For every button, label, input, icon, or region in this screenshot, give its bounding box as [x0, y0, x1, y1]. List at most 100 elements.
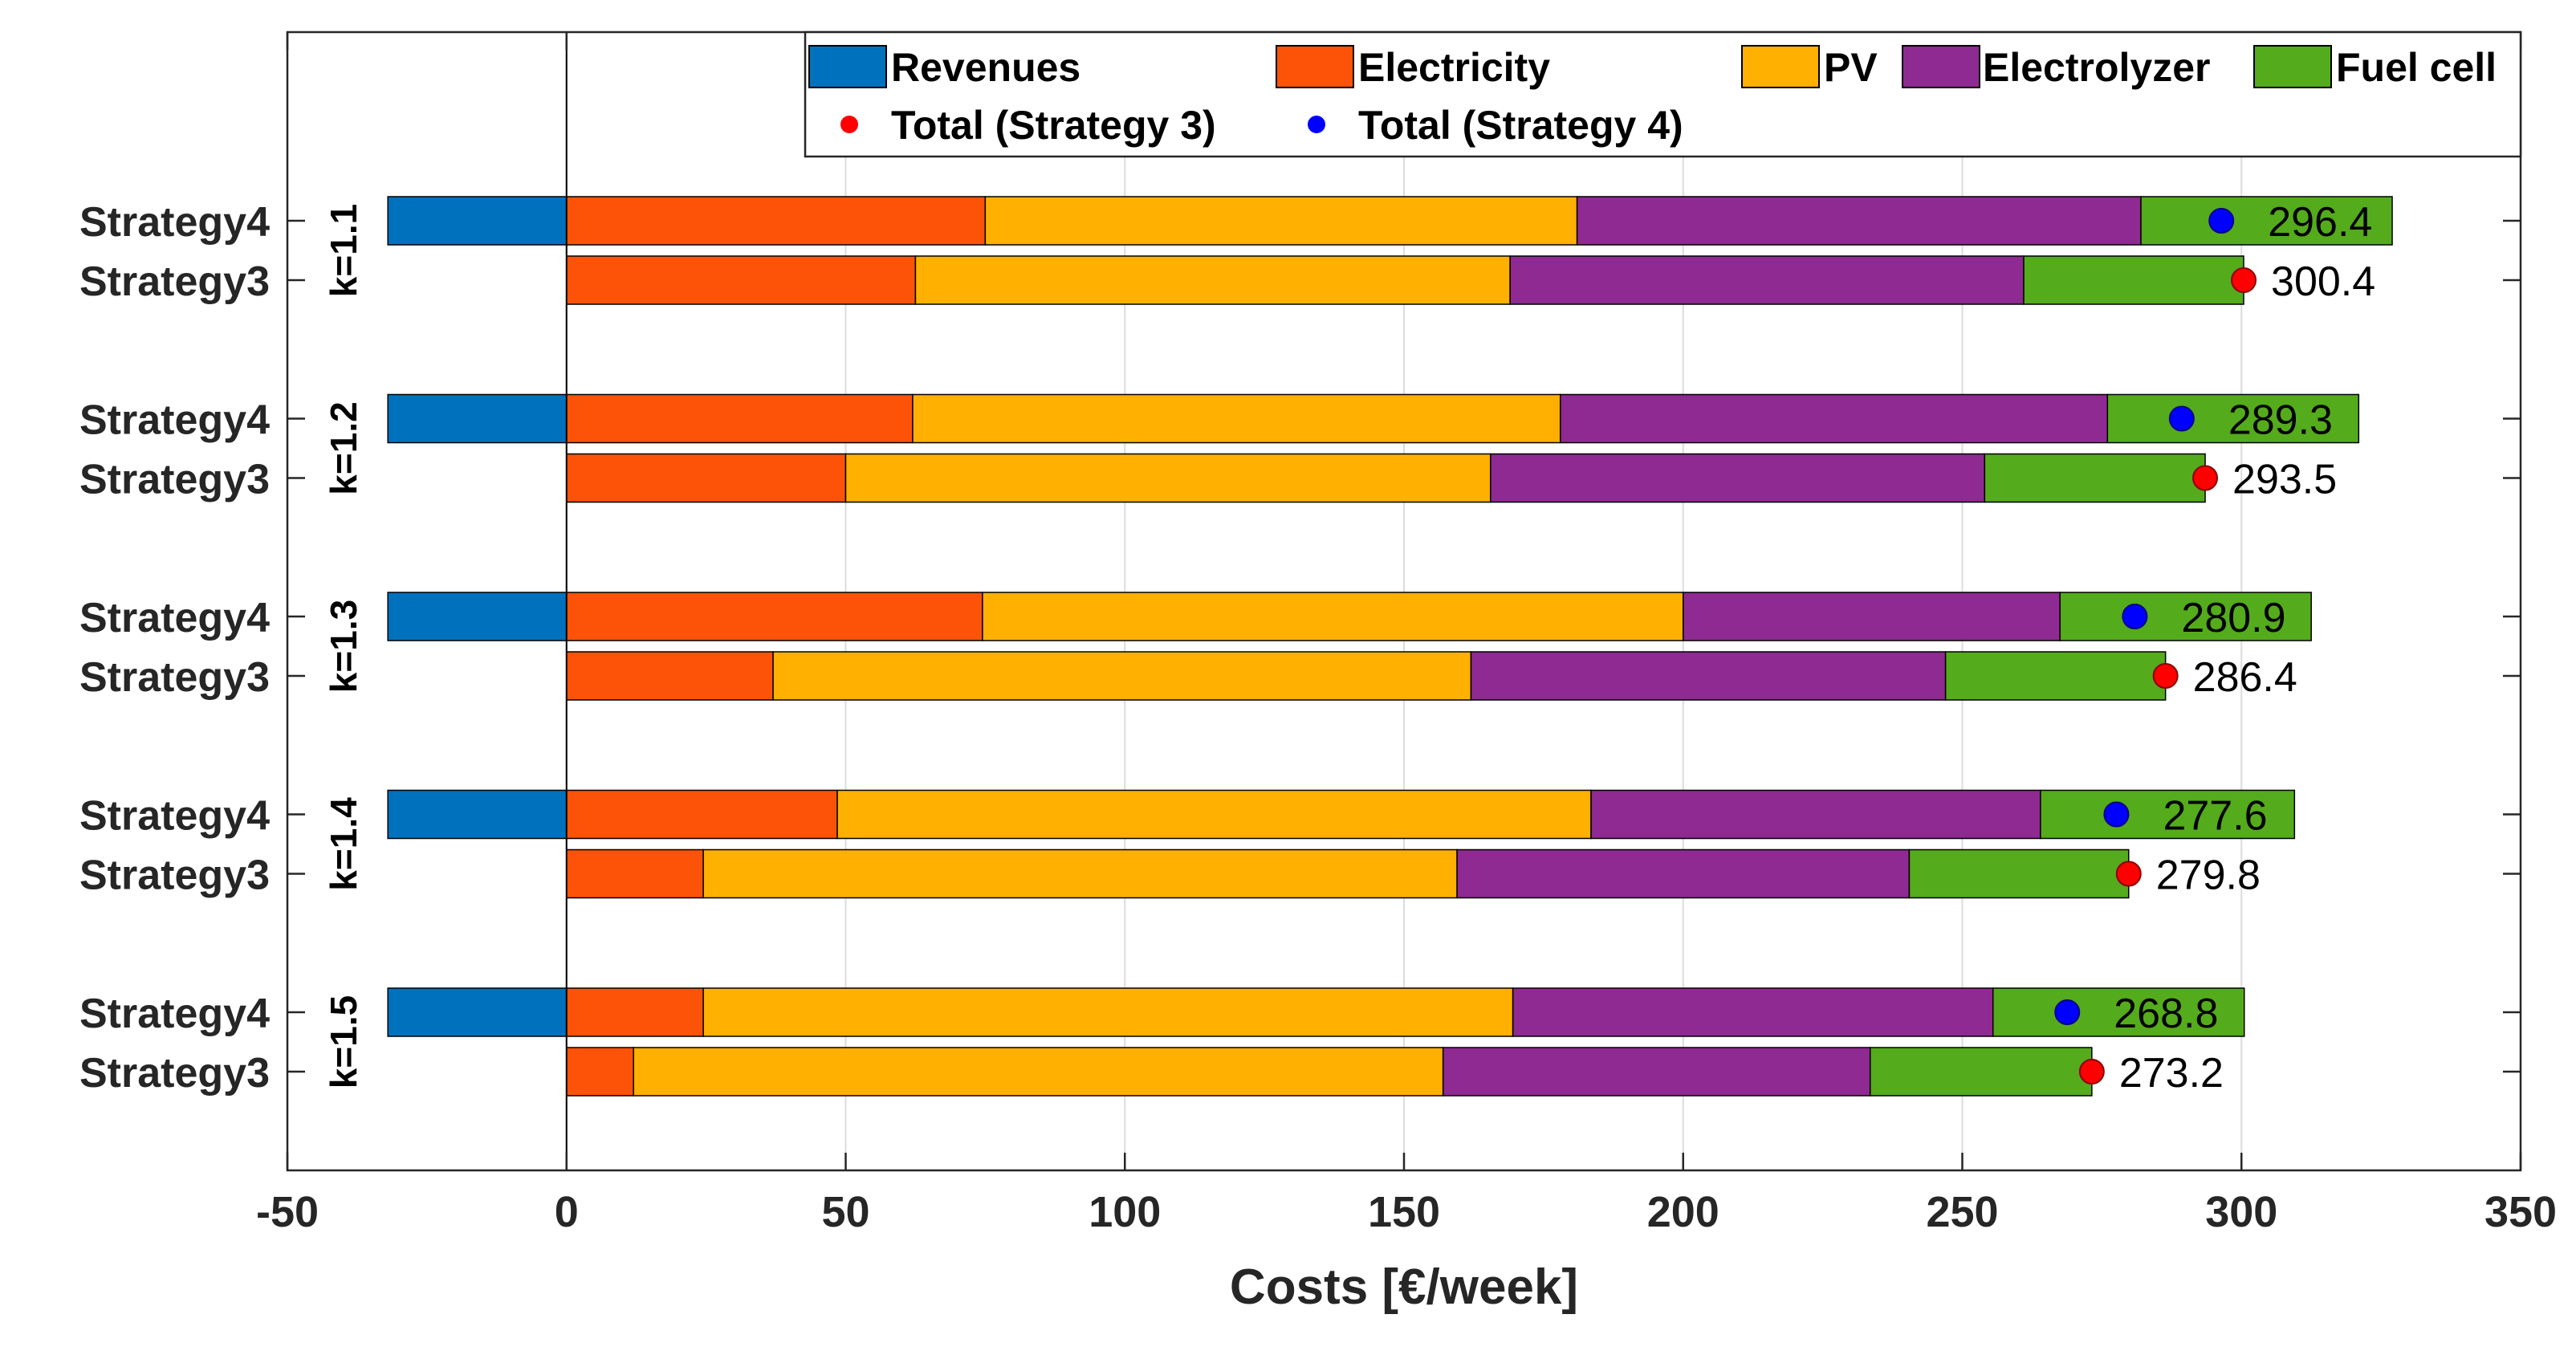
bar-electricity — [566, 848, 704, 899]
total-marker-strategy3 — [2115, 861, 2142, 887]
category-label-strategy3: Strategy3 — [79, 654, 270, 701]
bar-pv — [702, 987, 1514, 1037]
total-marker-strategy4 — [2168, 405, 2195, 432]
bar-electrolyzer — [1456, 848, 1911, 899]
legend: Revenues Electricity PV Electrolyzer Fuel ce… — [804, 31, 2522, 158]
x-tick-label: 100 — [1089, 1188, 1161, 1236]
x-tick-label: 300 — [2205, 1188, 2277, 1236]
bar-electricity — [566, 196, 987, 246]
group-labels: k=1.1 k=1.2 k=1.3 k=1.4 k=1.5 — [323, 204, 364, 1088]
total-value-label: 286.4 — [2193, 654, 2297, 701]
legend-marker-total — [840, 116, 858, 133]
bar-electricity — [566, 1047, 634, 1097]
bar-electricity — [566, 987, 704, 1037]
x-tick-label: 350 — [2484, 1188, 2557, 1236]
total-marker-strategy3 — [2231, 267, 2257, 293]
x-tick-label: 250 — [1926, 1188, 1998, 1236]
group-label: k=1.1 — [323, 204, 364, 297]
bar-fuel-cell — [2023, 255, 2244, 305]
bar-pv — [633, 1047, 1444, 1097]
bar-electricity — [566, 453, 847, 503]
x-tick-labels: -50 0 50 100 150 200 250 300 350 — [256, 1188, 2557, 1236]
bar-pv — [836, 789, 1592, 840]
bar-fuel-cell — [1984, 453, 2206, 503]
x-tick-label: 0 — [555, 1188, 579, 1236]
bar-pv — [772, 651, 1472, 701]
legend-swatch-electrolyzer — [1902, 45, 1980, 88]
bar-electrolyzer — [1559, 393, 2109, 444]
legend-label-fuel-cell: Fuel cell — [2336, 45, 2497, 90]
y-category-labels: Strategy4 Strategy3 Strategy4 Strategy3 Stra… — [79, 199, 270, 1097]
bar-pv — [844, 453, 1491, 503]
bar-fuel-cell — [1908, 848, 2130, 899]
total-value-label: 277.6 — [2163, 793, 2267, 840]
bar-pv — [912, 393, 1561, 444]
group-label: k=1.2 — [323, 401, 364, 494]
legend-swatch-revenues — [808, 45, 887, 88]
total-marker-strategy4 — [2122, 604, 2148, 629]
total-labels: 296.4 300.4 289.3 293.5 280.9 286.4 277.6 279.8… — [2114, 199, 2375, 1097]
legend-box — [804, 31, 2522, 158]
bar-fuel-cell — [1992, 987, 2245, 1037]
bar-electrolyzer — [1470, 651, 1947, 701]
bar-series — [387, 196, 2393, 1097]
category-label-strategy3: Strategy3 — [79, 852, 270, 899]
group-label: k=1.5 — [323, 995, 364, 1088]
x-tick-label: 200 — [1647, 1188, 1719, 1236]
total-value-label: 296.4 — [2268, 199, 2372, 246]
bar-fuel-cell — [2140, 196, 2393, 246]
total-marker-strategy3 — [2078, 1059, 2105, 1084]
total-value-label: 279.8 — [2156, 852, 2261, 899]
bar-pv — [982, 592, 1684, 641]
legend-label-total: Total (Strategy 4) — [1358, 103, 1683, 148]
bar-pv — [914, 255, 1511, 305]
x-axis-title: Costs [€/week] — [1230, 1259, 1578, 1315]
category-label-strategy4: Strategy4 — [79, 397, 270, 444]
bar-pv — [702, 848, 1458, 899]
legend-label-electrolyzer: Electrolyzer — [1983, 45, 2210, 90]
category-label-strategy3: Strategy3 — [79, 258, 270, 305]
bar-pv — [984, 196, 1578, 246]
bar-electrolyzer — [1590, 789, 2041, 840]
bar-electrolyzer — [1442, 1047, 1871, 1097]
legend-swatch-pv — [1741, 45, 1820, 88]
bar-electrolyzer — [1683, 592, 2061, 641]
bar-fuel-cell — [2040, 789, 2296, 840]
bar-electrolyzer — [1490, 453, 1986, 503]
legend-swatch-fuel-cell — [2253, 45, 2332, 88]
bar-revenues — [387, 393, 568, 444]
bar-electrolyzer — [1512, 987, 1994, 1037]
legend-marker-total — [1308, 116, 1325, 133]
bar-electricity — [566, 592, 983, 641]
bar-electricity — [566, 651, 774, 701]
x-tick-label: 50 — [821, 1188, 869, 1236]
legend-label-total: Total (Strategy 3) — [891, 103, 1216, 148]
x-tick-label: -50 — [256, 1188, 319, 1236]
category-label-strategy4: Strategy4 — [79, 793, 270, 840]
bar-revenues — [387, 592, 568, 641]
total-markers — [2054, 208, 2257, 1084]
bar-revenues — [387, 196, 568, 246]
total-marker-strategy4 — [2103, 801, 2130, 828]
bar-electricity — [566, 789, 838, 840]
category-label-strategy4: Strategy4 — [79, 199, 270, 246]
bar-revenues — [387, 987, 568, 1037]
bar-fuel-cell — [1944, 651, 2167, 701]
total-marker-strategy4 — [2208, 208, 2235, 234]
bar-electrolyzer — [1576, 196, 2142, 246]
category-label-strategy4: Strategy4 — [79, 991, 270, 1037]
bar-fuel-cell — [1869, 1047, 2093, 1097]
legend-label-revenues: Revenues — [891, 45, 1080, 90]
legend-label-electricity: Electricity — [1358, 45, 1550, 90]
group-label: k=1.3 — [323, 600, 364, 693]
bar-electricity — [566, 255, 917, 305]
total-value-label: 293.5 — [2232, 457, 2337, 503]
total-marker-strategy3 — [2192, 465, 2219, 491]
total-value-label: 300.4 — [2271, 258, 2375, 305]
bar-electricity — [566, 393, 914, 444]
bar-fuel-cell — [2059, 592, 2312, 641]
bar-fuel-cell — [2106, 393, 2360, 444]
legend-swatch-electricity — [1276, 45, 1354, 88]
category-label-strategy3: Strategy3 — [79, 1050, 270, 1097]
